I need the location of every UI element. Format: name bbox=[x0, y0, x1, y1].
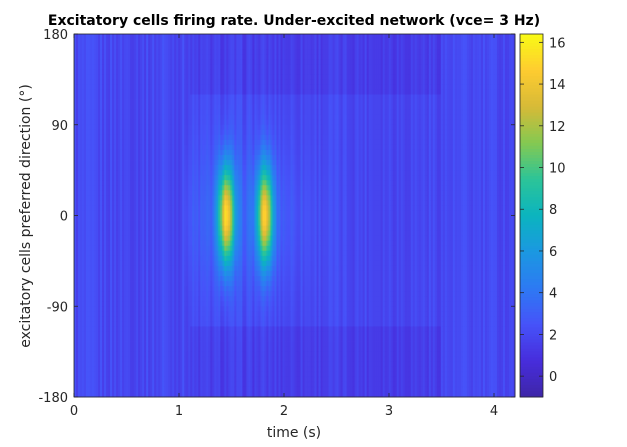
heatmap bbox=[74, 34, 515, 397]
chart-title: Excitatory cells firing rate. Under-exci… bbox=[48, 13, 540, 29]
